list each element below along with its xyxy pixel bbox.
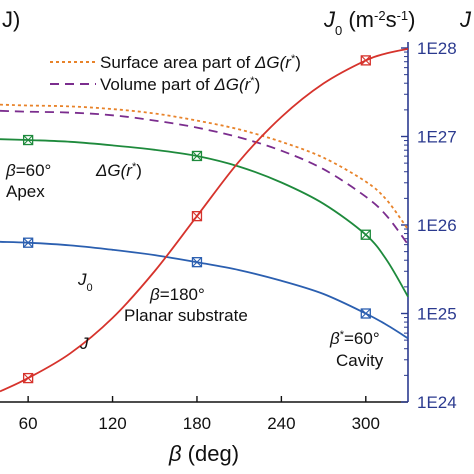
anno-sub: 0	[87, 282, 93, 294]
annotation-apex-angle: β=60°	[5, 161, 51, 180]
anno-sym: J	[77, 270, 87, 289]
legend-label-1: Volume part of ΔG(r*)	[100, 75, 260, 94]
right-tick-label: 1E24	[417, 393, 457, 412]
left-axis-title-fragment: J)	[2, 7, 20, 32]
data-point	[22, 237, 34, 248]
anno-sup: *	[132, 161, 137, 173]
anno-rest: =60°	[344, 329, 380, 348]
marker-cross	[192, 211, 202, 222]
right-tick-label: 1E27	[417, 128, 457, 147]
anno-close: )	[136, 161, 142, 180]
marker-cross	[360, 229, 371, 240]
right-axis-exp: -1	[397, 8, 409, 23]
right-y-axis: 1E24 1E25 1E26 1E27 1E28	[401, 39, 457, 412]
legend-math: ΔG(r	[213, 75, 251, 94]
marker-cross	[192, 151, 202, 161]
plot-frame	[0, 42, 409, 403]
x-tick-label: 180	[183, 414, 211, 433]
legend-label-0: Surface area part of ΔG(r*)	[100, 53, 301, 72]
marker-cross	[23, 135, 34, 145]
series-line-1	[0, 109, 409, 246]
right-tick-label: 1E26	[417, 216, 457, 235]
anno-rest: =180°	[160, 285, 205, 304]
annotation-apex-label: Apex	[6, 182, 45, 201]
legend-prefix: Surface area part of	[100, 53, 255, 72]
right-axis-tail: J	[459, 7, 472, 32]
series-line-0	[0, 103, 409, 230]
data-point	[360, 55, 371, 66]
data-point	[22, 372, 34, 384]
annotation-cavity-label: Cavity	[336, 351, 384, 370]
x-axis-sym: β	[168, 441, 182, 466]
marker-box	[360, 308, 371, 319]
marker-box	[360, 55, 371, 66]
x-tick-label: 300	[352, 414, 380, 433]
marker-box	[191, 150, 203, 162]
marker-box	[360, 229, 371, 240]
annotation-j0: J0	[77, 270, 93, 294]
x-tick-label: 60	[19, 414, 38, 433]
data-point	[191, 257, 203, 268]
data-point	[360, 308, 371, 319]
right-tick-label: 1E28	[417, 39, 457, 58]
x-axis-title: β (deg)	[168, 441, 239, 466]
legend-close: )	[255, 75, 261, 94]
anno-rest: =60°	[16, 161, 52, 180]
right-axis-close: )	[408, 7, 415, 32]
x-axis: 60 120 180 240 300	[19, 396, 380, 433]
series-line-3	[0, 240, 409, 340]
marker-box	[191, 257, 203, 268]
annotation-cavity-angle: β*=60°	[329, 329, 380, 348]
marker-box	[22, 237, 34, 248]
data-point	[360, 229, 371, 240]
legend: Surface area part of ΔG(r*)Volume part o…	[50, 53, 301, 94]
right-tick-label: 1E25	[417, 305, 457, 324]
anno-sym: ΔG(r	[95, 161, 133, 180]
legend-prefix: Volume part of	[100, 75, 214, 94]
marker-box	[22, 134, 34, 146]
x-tick-label: 120	[98, 414, 126, 433]
right-axis-title: J0 (m-2s-1)	[323, 7, 415, 38]
right-axis-mid: s	[386, 7, 397, 32]
annotation-planar-label: Planar substrate	[124, 306, 248, 325]
axis-titles: β (deg)J) J0 (m-2s-1) J	[2, 7, 472, 466]
legend-sup: *	[291, 53, 296, 65]
right-axis-sym: J	[323, 7, 336, 32]
data-point	[22, 134, 34, 146]
right-axis-exp: -2	[374, 8, 386, 23]
anno-sym: β	[149, 285, 160, 304]
marker-layer	[22, 55, 371, 384]
anno-sym: β	[329, 329, 340, 348]
marker-cross	[360, 308, 371, 319]
annotation-planar-angle: β=180°	[149, 285, 205, 304]
data-point	[191, 210, 203, 222]
marker-box	[22, 372, 34, 384]
marker-cross	[360, 55, 371, 66]
x-axis-unit: (deg)	[182, 441, 239, 466]
x-tick-label: 240	[267, 414, 295, 433]
series-line-2	[0, 138, 409, 298]
right-axis-unit: (m	[342, 7, 374, 32]
anno-sym: β	[5, 161, 16, 180]
legend-close: )	[295, 53, 301, 72]
marker-cross	[23, 373, 34, 383]
marker-cross	[192, 257, 202, 268]
anno-sup: *	[340, 329, 345, 341]
marker-box	[191, 210, 203, 222]
marker-cross	[23, 237, 34, 248]
legend-sup: *	[250, 75, 255, 87]
right-axis-sub: 0	[335, 23, 342, 38]
annotation-j: J	[79, 334, 89, 353]
data-point	[191, 150, 203, 162]
annotation-dg: ΔG(r*)	[95, 161, 142, 180]
legend-math: ΔG(r	[254, 53, 292, 72]
